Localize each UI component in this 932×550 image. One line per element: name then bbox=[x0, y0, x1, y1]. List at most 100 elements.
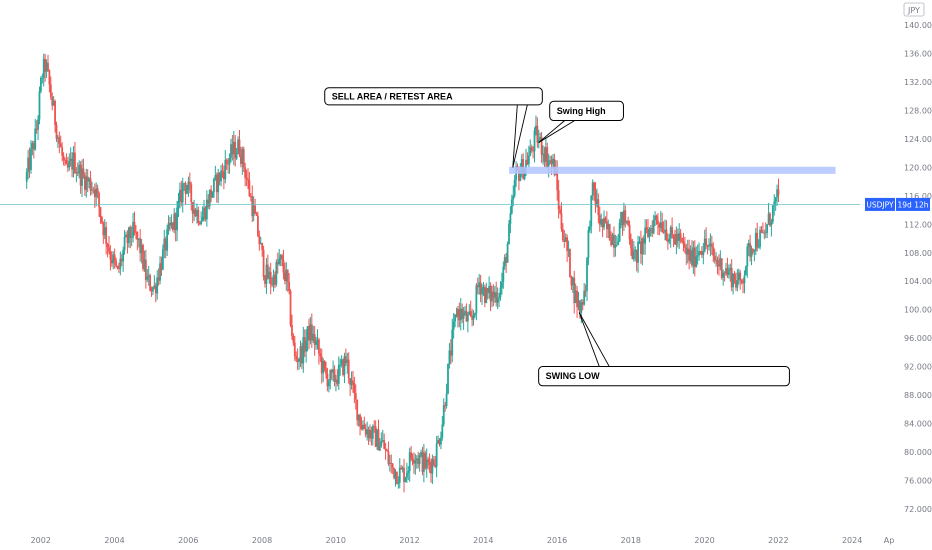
candle bbox=[30, 140, 32, 174]
candle bbox=[129, 225, 132, 249]
x-tick-label: 2022 bbox=[768, 536, 788, 545]
candle bbox=[695, 246, 698, 268]
callout-text: SWING LOW bbox=[546, 371, 600, 381]
candle bbox=[201, 206, 204, 222]
candle bbox=[52, 96, 55, 106]
candle bbox=[676, 228, 679, 248]
candle bbox=[709, 233, 712, 257]
candle bbox=[452, 313, 455, 339]
candle bbox=[753, 249, 756, 262]
candle bbox=[448, 343, 451, 369]
candle bbox=[712, 242, 715, 263]
candle bbox=[752, 247, 754, 255]
candle bbox=[28, 147, 31, 179]
candle bbox=[601, 218, 604, 238]
candle bbox=[638, 236, 641, 245]
candle bbox=[228, 153, 231, 174]
candle bbox=[682, 233, 685, 252]
candle bbox=[305, 329, 308, 363]
candle bbox=[224, 150, 227, 184]
candle bbox=[93, 183, 96, 208]
candle bbox=[432, 455, 435, 467]
candle bbox=[681, 237, 683, 244]
candle bbox=[222, 165, 225, 190]
candle bbox=[139, 229, 142, 262]
candle bbox=[526, 152, 529, 166]
candle bbox=[424, 450, 427, 470]
candle bbox=[442, 398, 445, 427]
candle bbox=[86, 169, 89, 193]
candle bbox=[34, 118, 37, 151]
candle bbox=[754, 228, 757, 255]
y-tick-label: 104.000 bbox=[904, 277, 932, 286]
candle bbox=[343, 352, 346, 384]
candle bbox=[587, 226, 590, 266]
candle bbox=[337, 356, 340, 390]
candle bbox=[38, 86, 41, 125]
candle bbox=[699, 250, 702, 255]
candle bbox=[759, 226, 761, 250]
callout-1[interactable]: SELL AREA / RETEST AREA bbox=[324, 87, 543, 168]
x-tick-label: 2024 bbox=[842, 536, 862, 545]
candle bbox=[142, 243, 144, 272]
candle bbox=[332, 360, 334, 382]
candle bbox=[144, 249, 147, 289]
callout-box bbox=[324, 87, 543, 106]
candle bbox=[157, 268, 160, 286]
candle bbox=[615, 235, 618, 247]
price-label: USDJPY 19d 12h bbox=[865, 197, 930, 211]
callout-2[interactable]: Swing High bbox=[538, 100, 624, 143]
y-tick-label: 120.000 bbox=[904, 163, 932, 172]
candle bbox=[449, 339, 452, 365]
candle bbox=[564, 233, 567, 243]
candle bbox=[465, 303, 468, 322]
candle bbox=[205, 190, 208, 227]
candle bbox=[170, 214, 173, 229]
candle bbox=[686, 239, 689, 264]
candle bbox=[198, 220, 201, 226]
x-tick-label: 2004 bbox=[104, 536, 124, 545]
candle bbox=[603, 210, 605, 231]
candle bbox=[174, 212, 177, 242]
candle bbox=[27, 149, 30, 180]
candle bbox=[360, 416, 363, 431]
candle bbox=[65, 153, 68, 165]
candle bbox=[493, 285, 496, 303]
candle bbox=[45, 59, 48, 78]
candle bbox=[25, 168, 28, 189]
y-tick-label: 88.000 bbox=[904, 391, 932, 400]
candle bbox=[140, 238, 143, 264]
candle bbox=[319, 348, 322, 362]
candle bbox=[54, 99, 56, 133]
candle bbox=[75, 167, 78, 183]
candle bbox=[698, 242, 700, 261]
candle bbox=[401, 465, 404, 473]
candle bbox=[415, 455, 418, 469]
y-tick-label: 72.000 bbox=[904, 505, 932, 514]
candle bbox=[437, 435, 439, 444]
candle bbox=[143, 250, 146, 272]
candle bbox=[316, 329, 319, 350]
candle bbox=[96, 184, 99, 199]
candle bbox=[482, 281, 485, 297]
candle bbox=[776, 184, 778, 206]
candle bbox=[66, 156, 69, 173]
candle bbox=[196, 203, 198, 224]
candle bbox=[64, 157, 66, 167]
candle bbox=[468, 304, 471, 316]
x-tick-label: 2012 bbox=[399, 536, 419, 545]
candle bbox=[396, 471, 398, 485]
candle bbox=[454, 314, 456, 328]
candle bbox=[112, 251, 115, 270]
candle bbox=[180, 180, 183, 207]
candle bbox=[421, 446, 424, 476]
candle bbox=[672, 234, 675, 248]
candle bbox=[91, 181, 93, 195]
candle bbox=[281, 253, 283, 267]
candle bbox=[588, 220, 591, 233]
candle bbox=[621, 211, 624, 236]
callout-3[interactable]: SWING LOW bbox=[538, 312, 790, 387]
candle bbox=[770, 218, 773, 237]
candle bbox=[466, 312, 469, 333]
candle bbox=[600, 213, 603, 228]
